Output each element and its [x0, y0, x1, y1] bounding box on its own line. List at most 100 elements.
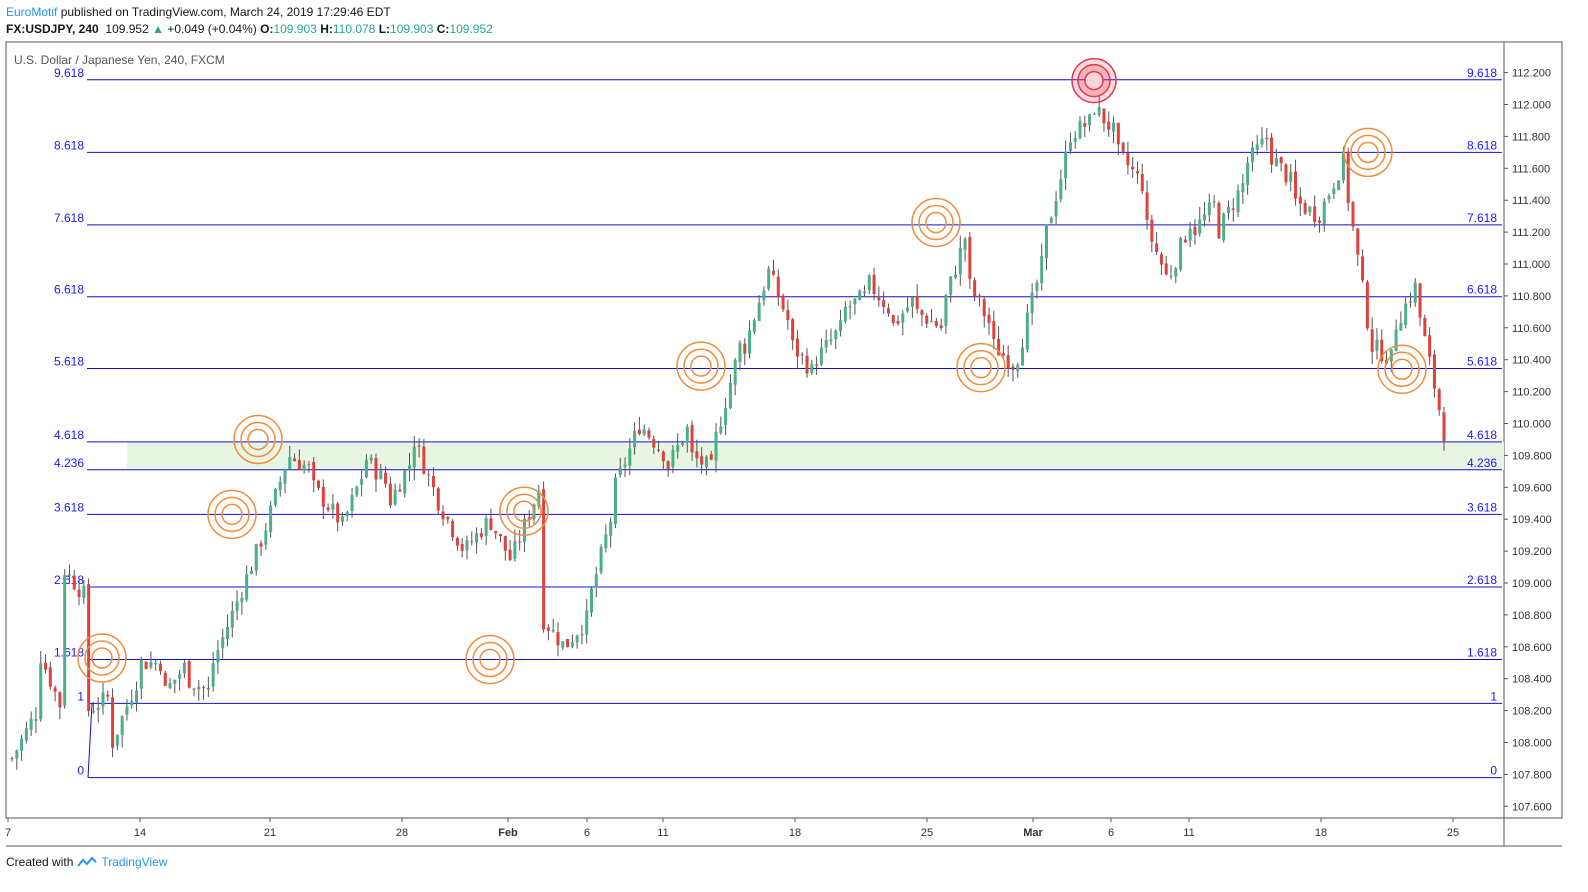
candle-body [44, 662, 48, 670]
candle-body [527, 517, 531, 520]
candle-body [1250, 147, 1254, 163]
touch-marker[interactable] [956, 342, 1006, 393]
candle-body [843, 306, 847, 322]
open-value: 109.903 [273, 22, 317, 36]
candle-body [408, 465, 412, 470]
price-axis-label: 108.000 [1512, 738, 1552, 750]
time-axis-label: 14 [134, 827, 146, 839]
candle-body [20, 738, 24, 751]
touch-marker[interactable] [911, 197, 961, 248]
candle-body [743, 343, 747, 354]
candle-body [910, 296, 914, 307]
candle-body [1408, 301, 1412, 303]
touch-marker[interactable] [233, 414, 283, 465]
candle-body [867, 275, 871, 291]
candle-body [1308, 206, 1312, 213]
candle-body [53, 687, 57, 692]
candle-body [1126, 152, 1130, 166]
candle-body [518, 541, 522, 543]
publish-info: EuroMotif published on TradingView.com, … [6, 4, 391, 21]
candle-body [1150, 219, 1154, 242]
touch-marker[interactable] [1377, 344, 1427, 395]
candle-body [1088, 114, 1092, 126]
candle-body [934, 320, 938, 327]
candle-body [590, 588, 594, 613]
candle-body [1279, 157, 1283, 164]
fib-level-label-left: 4.236 [54, 456, 84, 470]
fib-level-label-left: 5.618 [54, 354, 84, 368]
candle-body [39, 663, 43, 720]
candle-body [580, 633, 584, 636]
touch-marker[interactable] [499, 486, 549, 536]
low-value: 109.903 [390, 22, 434, 36]
candle-body [288, 457, 292, 470]
touch-marker[interactable] [207, 489, 257, 540]
candle-body [312, 461, 316, 481]
candle-body [891, 315, 895, 324]
candle-body [1121, 143, 1125, 152]
candle-body [1217, 203, 1221, 239]
touch-marker[interactable] [1343, 127, 1393, 178]
author-link[interactable]: EuroMotif [6, 5, 58, 19]
candle-body [254, 544, 258, 571]
candle-body [719, 426, 723, 434]
candle-body [901, 313, 905, 323]
candle-body [1174, 268, 1178, 277]
chart-title: U.S. Dollar / Japanese Yen, 240, FXCM [14, 53, 225, 67]
candle-body [431, 476, 435, 488]
fib-level-label-left: 1 [77, 689, 84, 703]
candle-body [96, 708, 100, 710]
candle-body [1040, 255, 1044, 284]
fib-level-label-right: 7.618 [1467, 211, 1497, 225]
candle-body [1112, 122, 1116, 132]
candle-body [503, 535, 507, 551]
candle-body [1145, 192, 1149, 220]
candle-body [791, 319, 795, 341]
top-reversal-marker[interactable] [1071, 57, 1117, 104]
candle-body [34, 719, 38, 721]
candle-body [982, 299, 986, 317]
price-axis-label: 111.800 [1512, 131, 1550, 143]
tradingview-link[interactable]: TradingView [101, 855, 168, 869]
candle-body [67, 574, 71, 576]
candle-body [173, 679, 177, 684]
candle-body [1107, 121, 1111, 130]
touch-marker[interactable] [465, 634, 515, 685]
candle-body [1241, 183, 1245, 193]
candle-body [1404, 303, 1408, 325]
candle-body [771, 270, 775, 275]
candle-body [848, 306, 852, 308]
candle-body [882, 300, 886, 308]
candle-body [1135, 171, 1139, 174]
candle-body [1423, 317, 1427, 337]
candle-body [269, 505, 273, 533]
candle-body [676, 444, 680, 452]
time-axis-label: 18 [789, 827, 801, 839]
candle-body [652, 439, 656, 448]
candle-body [178, 674, 182, 679]
candle-body [575, 635, 579, 643]
touch-marker[interactable] [77, 633, 127, 683]
candle-body [1294, 171, 1298, 199]
candle-body [360, 479, 364, 485]
candle-body [786, 309, 790, 321]
created-with-text: Created with [6, 855, 74, 869]
candle-body [805, 355, 809, 374]
candle-body [317, 480, 321, 488]
candle-body [810, 363, 814, 374]
candle-body [259, 543, 263, 547]
candle-body [1313, 206, 1317, 223]
high-value: 110.078 [332, 22, 376, 36]
candle-body [336, 503, 340, 523]
touch-marker[interactable] [676, 341, 726, 391]
candle-body [762, 290, 766, 301]
candle-body [992, 321, 996, 339]
candle-body [1035, 282, 1039, 291]
candle-body [1155, 243, 1159, 252]
candle-body [714, 431, 718, 461]
candle-body [1073, 138, 1077, 142]
candle-body [973, 280, 977, 296]
change-arrow-icon: ▲ [152, 22, 165, 36]
candle-body [475, 533, 479, 543]
